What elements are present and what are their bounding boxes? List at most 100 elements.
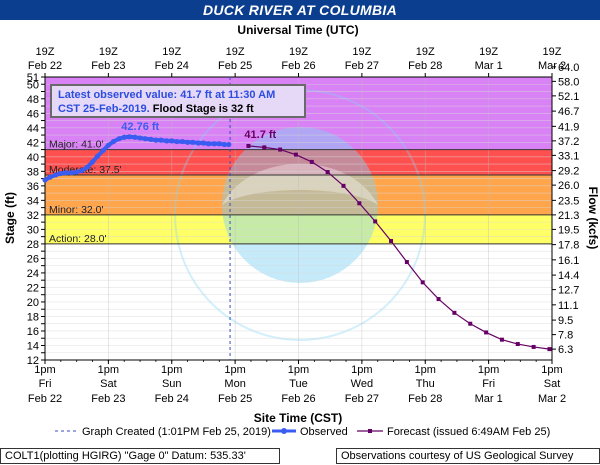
observed-point [69,170,75,176]
flow-tick-label: 29.2 [558,166,579,178]
forecast-point [404,260,409,265]
observed-point [142,136,148,142]
y-tick-label: 26 [27,253,39,265]
legend-forecast: Forecast (issued 6:49AM Feb 25) [387,426,550,438]
y-tick-label: 20 [27,297,39,309]
y-tick-label: 18 [27,311,39,323]
flow-tick-label: 37.2 [558,136,579,148]
latest-observed-line1: Latest observed value: 41.7 ft at 11:30 … [58,89,276,101]
category-label-major: Major: 41.0' [49,139,104,151]
x-top-tick-time: 19Z [352,46,371,58]
x-tick-time: 1pm [541,364,562,376]
x-tick-dow: Sun [162,378,182,390]
forecast-point [262,145,267,150]
y-tick-label: 46 [27,108,39,120]
x-tick-dow: Thu [416,378,435,390]
y-tick-label: 30 [27,224,39,236]
y-tick-label: 28 [27,239,39,251]
flow-tick-label: 26.0 [558,180,579,192]
y-tick-label: 16 [27,326,39,338]
flow-tick-label: 46.7 [558,106,579,118]
forecast-point [341,183,346,188]
x-top-tick-time: 19Z [479,46,498,58]
flow-tick-label: 6.3 [558,344,573,356]
observed-point [116,136,122,142]
y-tick-label: 50 [27,79,39,91]
x-tick-date: Mar 1 [475,393,503,405]
x-top-tick-time: 19Z [416,46,435,58]
observed-point [221,141,227,148]
x-tick-date: Feb 23 [91,393,125,405]
watermark-bird-icon [222,163,378,205]
x-top-tick-time: 19Z [226,46,245,58]
observed-point [200,140,207,146]
x-tick-dow: Wed [351,378,373,390]
annotation-label: 42.76 ft [121,121,159,133]
observed-point [148,136,154,143]
observed-point [100,147,106,153]
footer-datum: COLT1(plotting HGIRG) "Gage 0" Datum: 53… [0,448,280,464]
forecast-point [499,337,504,342]
observed-point [42,177,48,183]
y2-axis-title: Flow (kcfs) [586,187,600,250]
flow-tick-label: 21.3 [558,210,579,222]
flow-tick-label: 9.5 [558,315,573,327]
x-top-tick-time: 19Z [36,46,55,58]
forecast-point [325,170,330,175]
x-tick-time: 1pm [288,364,309,376]
x-tick-date: Feb 26 [281,393,315,405]
legend-observed-marker [281,428,287,434]
observed-point [205,141,212,147]
flow-tick-label: 33.1 [558,150,579,162]
legend-observed: Observed [300,426,348,438]
forecast-point [468,321,473,326]
x-tick-date: Feb 22 [28,393,62,405]
forecast-point [246,143,251,148]
observed-point [153,137,159,143]
y-tick-label: 34 [27,195,39,207]
flow-tick-label: 58.0 [558,76,579,88]
x-tick-dow: Fri [39,378,52,390]
x-tick-dow: Sat [544,378,561,390]
observed-point [226,141,232,148]
forecast-point [515,342,520,347]
flow-tick-label: 14.4 [558,270,579,282]
flow-tick-label: 7.8 [558,330,573,342]
observed-point [126,134,132,140]
observed-point [95,153,101,159]
y-axis-title: Stage (ft) [3,192,17,244]
x-tick-time: 1pm [34,364,55,376]
observed-point [58,170,64,177]
forecast-series-line [248,145,550,350]
observed-point [158,137,164,143]
title-bar [0,0,600,20]
observed-point [121,134,127,140]
x-tick-date: Feb 27 [345,393,379,405]
x-top-tick-date: Mar 1 [475,60,503,72]
observed-point [211,141,217,147]
x-tick-time: 1pm [98,364,119,376]
y-tick-label: 14 [27,340,39,352]
x-top-tick-time: 19Z [162,46,181,58]
flow-tick-label: 11.1 [558,300,579,312]
x-tick-time: 1pm [478,364,499,376]
observed-point [164,138,170,144]
x-tick-dow: Sat [100,378,117,390]
x-top-tick-date: Feb 24 [155,60,189,72]
legend-graph-created: Graph Created (1:01PM Feb 25, 2019) [82,426,271,438]
x-top-tick-date: Mar 2 [538,60,566,72]
x-tick-date: Feb 25 [218,393,252,405]
observed-point [174,138,180,145]
y-tick-label: 22 [27,282,39,294]
x-top-tick-time: 19Z [543,46,562,58]
observed-point [53,172,59,178]
y-tick-label: 38 [27,166,39,178]
flow-tick-label: 17.8 [558,240,579,252]
footer-credits: Observations courtesy of US Geological S… [336,448,600,464]
flow-tick-label: 64.0 [558,62,579,74]
annotation-label: 41.7 ft [244,129,276,141]
forecast-point [278,147,283,152]
y-tick-label: 51 [27,72,39,84]
forecast-point [309,159,314,164]
